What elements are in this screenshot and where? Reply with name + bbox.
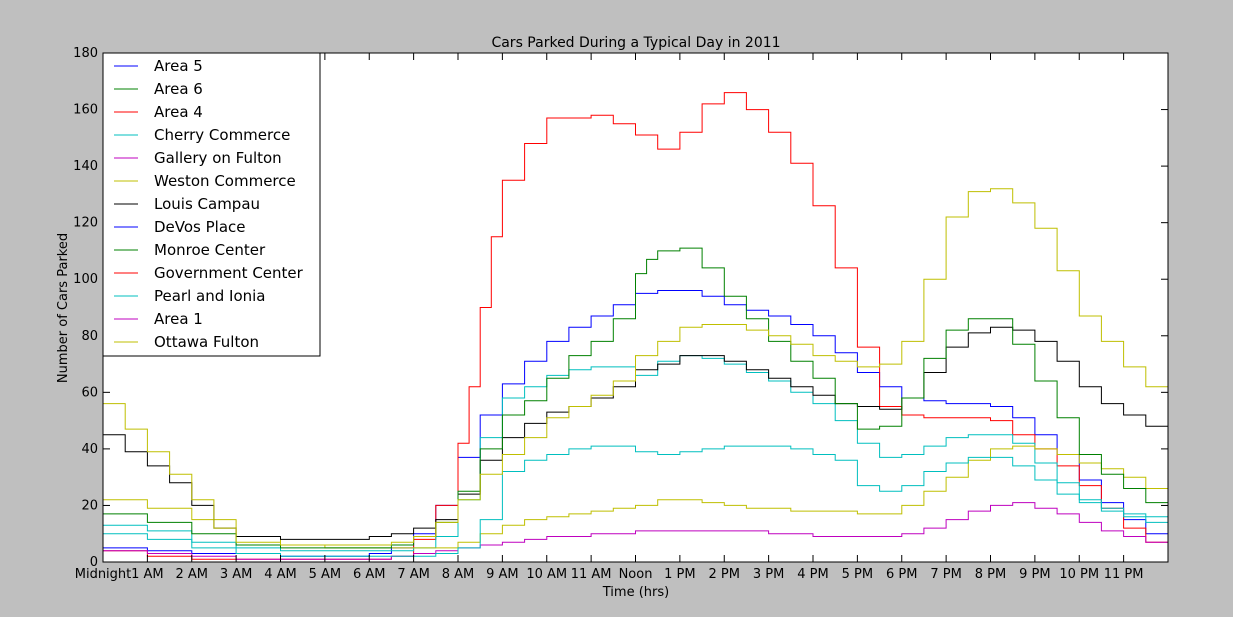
x-tick-label: 5 PM	[842, 567, 873, 582]
x-tick-label: 9 AM	[486, 567, 519, 582]
x-tick-label: 2 PM	[709, 567, 740, 582]
y-tick-label: 20	[81, 498, 98, 513]
y-tick-label: 40	[81, 442, 98, 457]
series-line-10	[103, 445, 1169, 557]
x-tick-label: 6 AM	[353, 567, 386, 582]
legend-label: DeVos Place	[154, 218, 246, 236]
x-tick-label: 9 PM	[1019, 567, 1050, 582]
chart-title: Cars Parked During a Typical Day in 2011	[491, 35, 780, 51]
legend-label: Ottawa Fulton	[154, 333, 259, 351]
legend-label: Monroe Center	[154, 241, 266, 259]
y-tick-label: 120	[73, 216, 98, 231]
series-line-12	[103, 188, 1169, 546]
legend-box	[102, 52, 321, 357]
y-tick-label: 0	[90, 555, 98, 570]
y-tick-label: 180	[73, 46, 98, 61]
x-tick-label: 3 PM	[753, 567, 784, 582]
legend-label: Area 5	[154, 57, 203, 75]
axis-ticks: 0 20 40 60 80 100 120 140 160 180 Midnight 1 AM 2 AM…	[73, 46, 1168, 582]
legend-label: Pearl and Ionia	[154, 287, 266, 305]
x-tick-label: 10 AM	[526, 567, 567, 582]
y-axis-label: Number of Cars Parked	[56, 233, 71, 383]
legend-label: Cherry Commerce	[154, 126, 290, 144]
legend: Area 5 Area 6 Area 4 Cherry Commerce Gallery…	[102, 52, 321, 357]
legend-label: Louis Campau	[154, 195, 260, 213]
x-tick-label: 7 AM	[397, 567, 430, 582]
x-tick-label: 4 AM	[264, 567, 297, 582]
y-tick-label: 60	[81, 385, 98, 400]
y-tick-label: 80	[81, 329, 98, 344]
x-tick-label: 11 PM	[1104, 567, 1144, 582]
x-axis-label: Time (hrs)	[602, 585, 669, 600]
legend-label: Government Center	[154, 264, 304, 282]
x-tick-label: 2 AM	[175, 567, 208, 582]
series-line-5	[103, 445, 1169, 549]
y-tick-label: 160	[73, 103, 98, 118]
x-tick-label: Midnight	[75, 567, 132, 582]
legend-label: Area 6	[154, 80, 203, 98]
x-tick-label: 6 PM	[886, 567, 917, 582]
x-tick-label: 7 PM	[930, 567, 961, 582]
x-tick-label: 10 PM	[1059, 567, 1099, 582]
x-tick-label: 8 AM	[442, 567, 475, 582]
y-tick-label: 140	[73, 159, 98, 174]
x-tick-label: 1 AM	[131, 567, 164, 582]
legend-label: Weston Commerce	[154, 172, 296, 190]
y-tick-label: 100	[73, 272, 98, 287]
x-tick-label: 4 PM	[797, 567, 828, 582]
legend-label: Area 4	[154, 103, 203, 121]
x-tick-label: 8 PM	[975, 567, 1006, 582]
legend-label: Area 1	[154, 310, 203, 328]
x-tick-label: 3 AM	[220, 567, 253, 582]
x-tick-label: Noon	[619, 567, 653, 582]
x-tick-label: 1 PM	[664, 567, 695, 582]
legend-label: Gallery on Fulton	[154, 149, 282, 167]
x-tick-label: 11 AM	[571, 567, 612, 582]
x-tick-label: 5 AM	[309, 567, 342, 582]
